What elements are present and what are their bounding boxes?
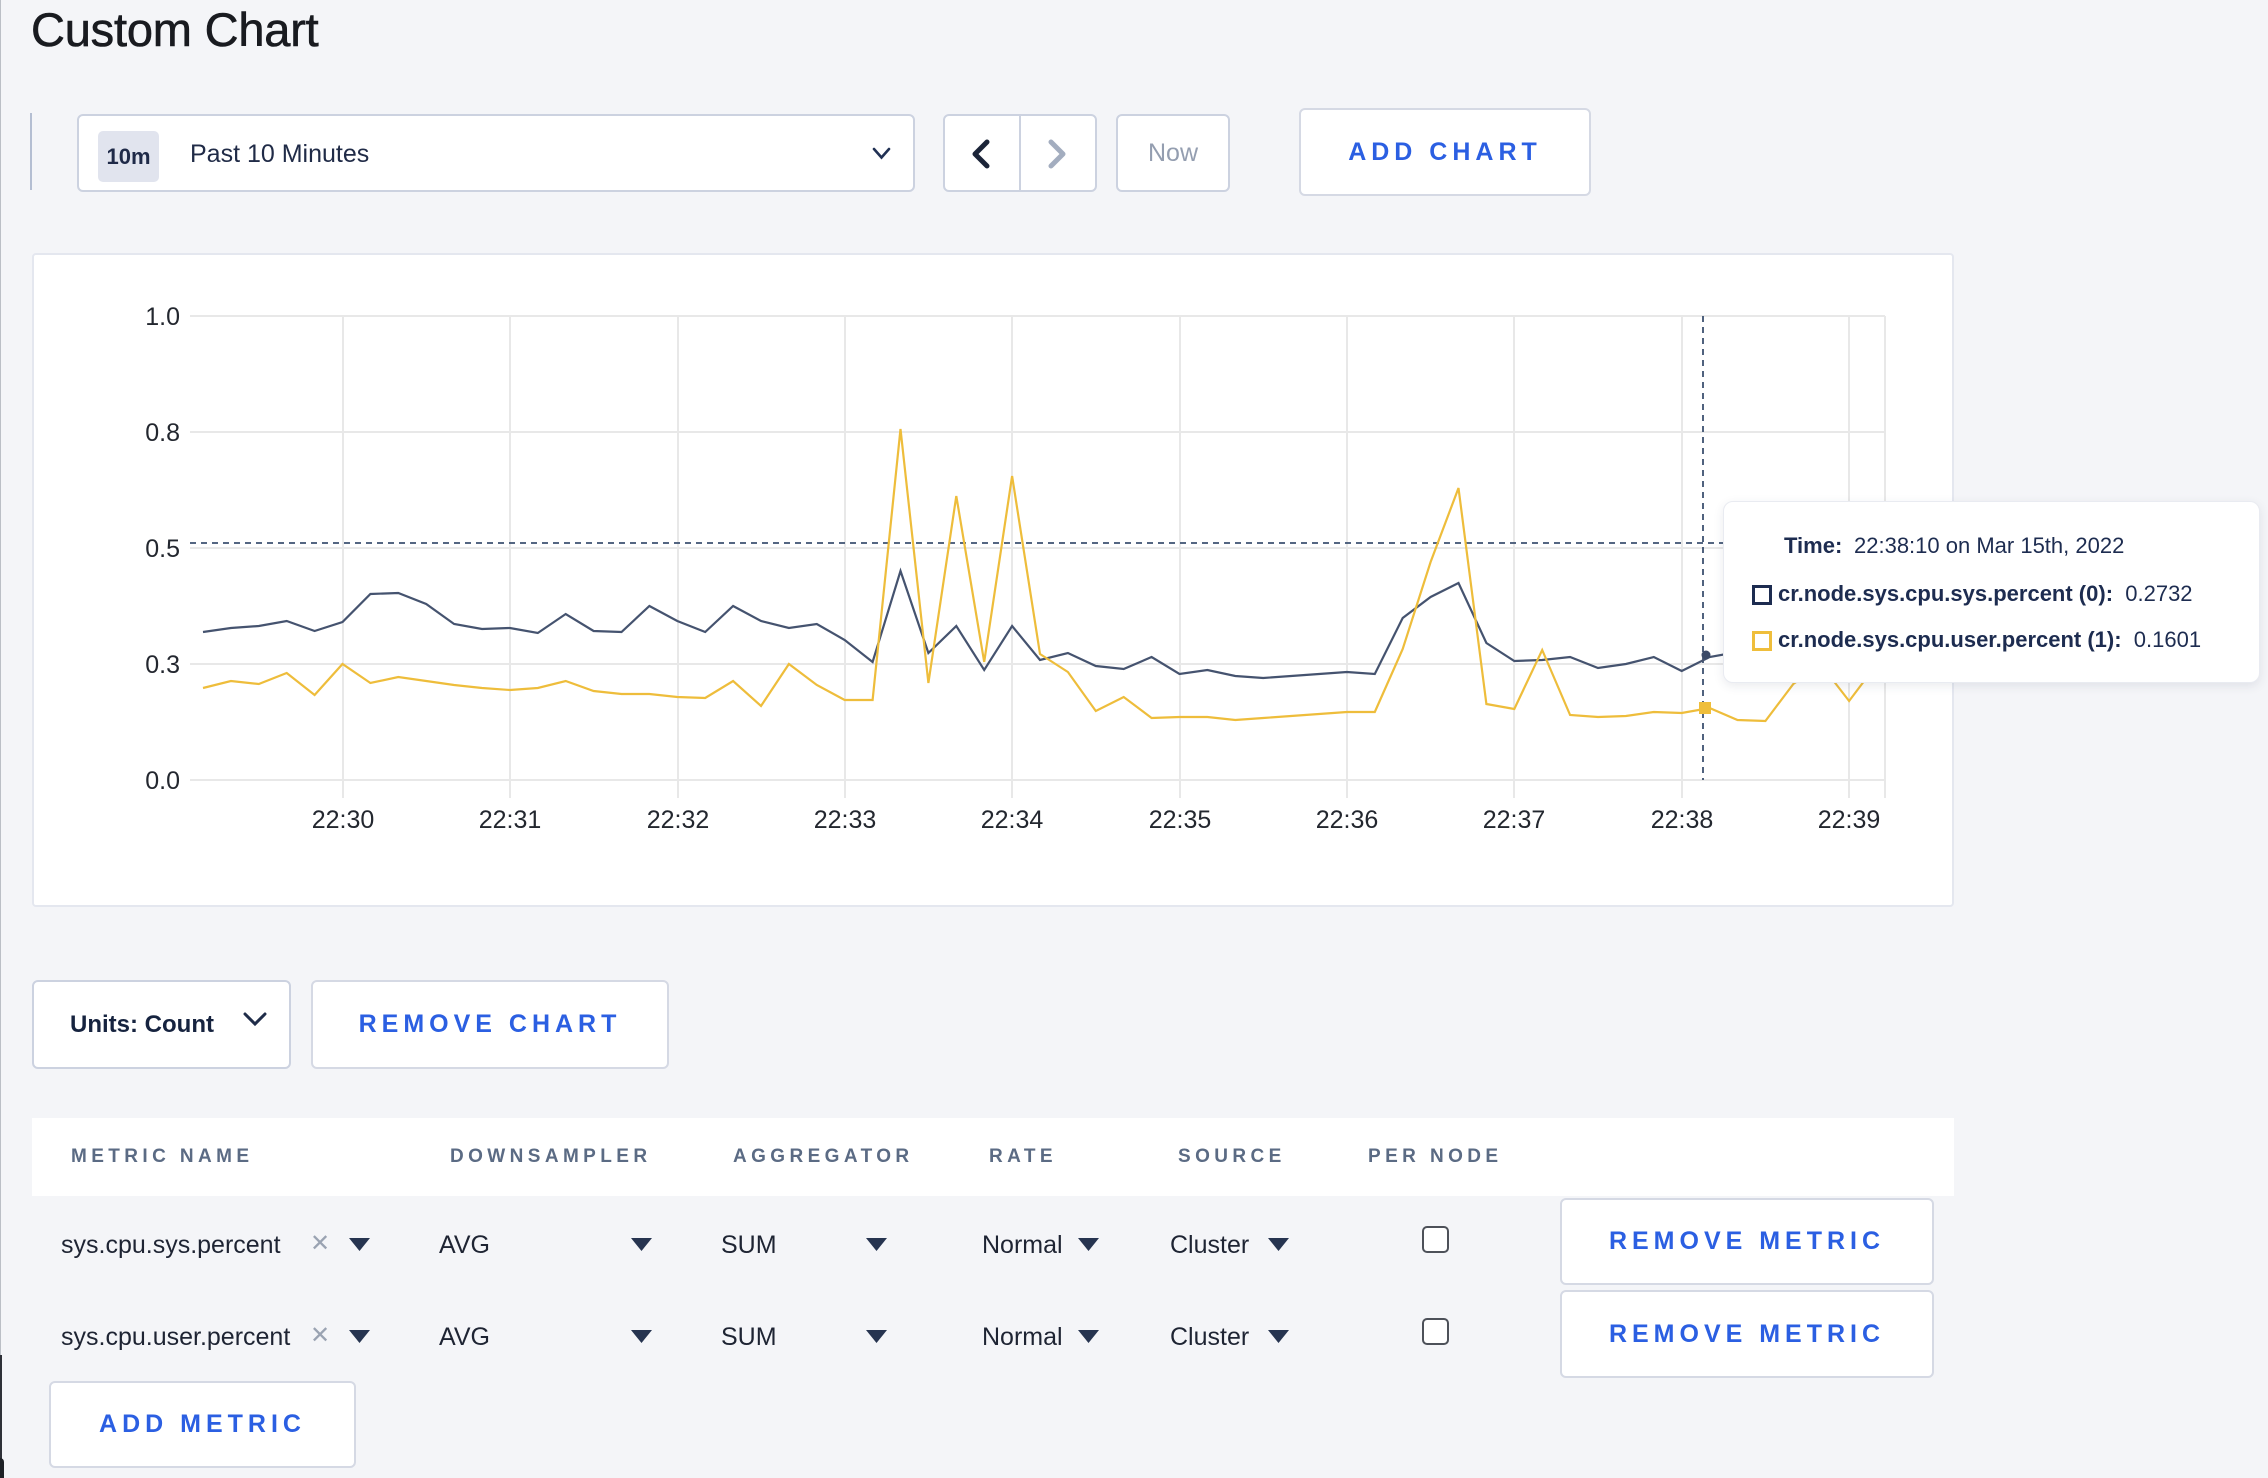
svg-text:22:30: 22:30 [312, 806, 375, 834]
svg-text:22:35: 22:35 [1149, 806, 1212, 834]
svg-text:0.8: 0.8 [145, 419, 180, 447]
svg-text:0.5: 0.5 [145, 535, 180, 563]
svg-text:0.0: 0.0 [145, 767, 180, 795]
svg-text:22:32: 22:32 [647, 806, 710, 834]
svg-text:1.0: 1.0 [145, 303, 180, 331]
svg-text:22:39: 22:39 [1818, 806, 1881, 834]
svg-text:22:38: 22:38 [1651, 806, 1714, 834]
svg-text:0.3: 0.3 [145, 651, 180, 679]
svg-text:22:36: 22:36 [1316, 806, 1379, 834]
svg-text:22:33: 22:33 [814, 806, 877, 834]
svg-text:22:34: 22:34 [981, 806, 1044, 834]
svg-text:22:31: 22:31 [479, 806, 542, 834]
svg-text:22:37: 22:37 [1483, 806, 1546, 834]
